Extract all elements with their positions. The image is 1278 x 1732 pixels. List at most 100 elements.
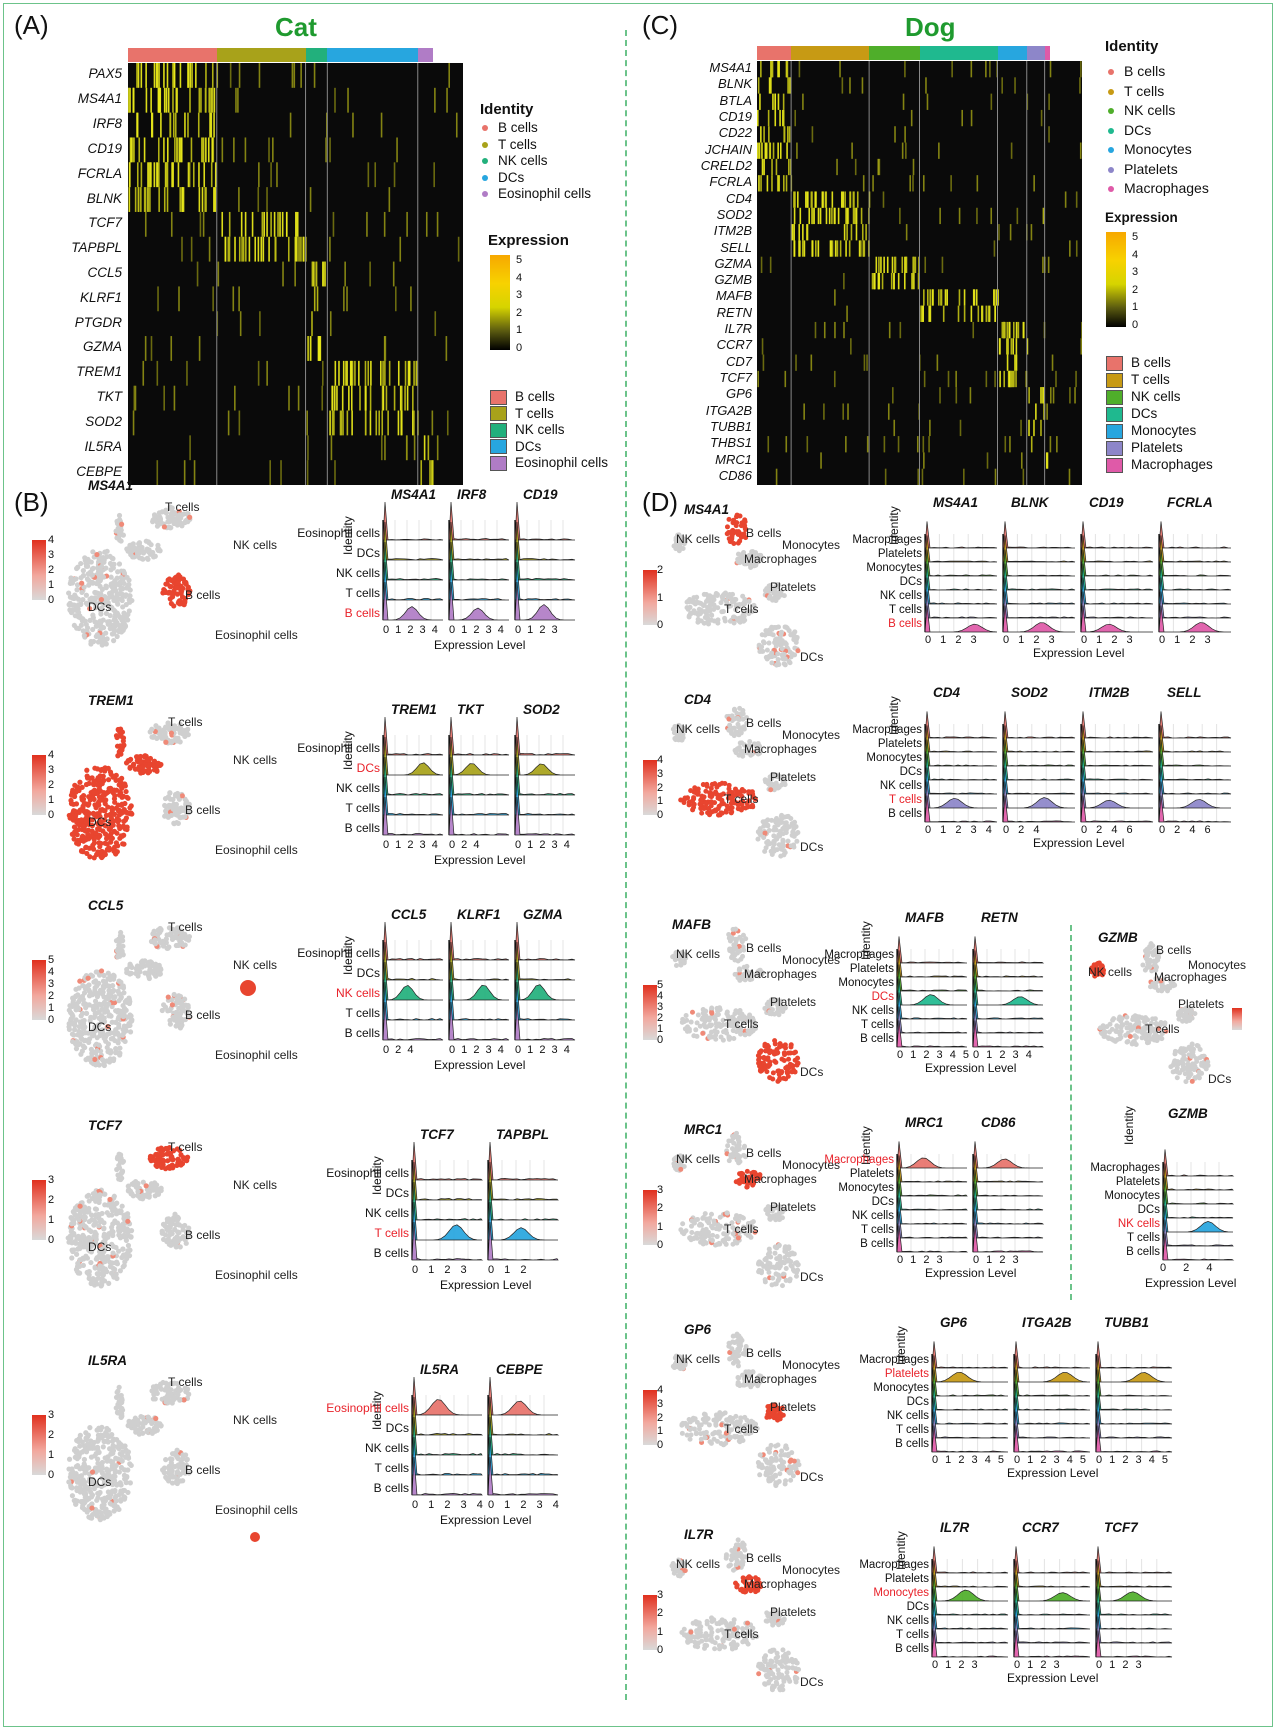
umap-cluster-label: B cells [185,1463,221,1477]
heatmap-cell [1040,109,1043,127]
umap-cell [84,1270,90,1276]
heatmap-cell [852,207,855,225]
umap-cell [733,602,739,608]
heatmap-cell [296,211,299,237]
umap-cell [725,805,731,811]
umap-cell [86,1235,92,1241]
umap-cell [781,779,787,785]
identity-legend-item: Eosinophil cells [482,186,591,201]
umap-cell [755,559,761,565]
umap-cell [95,639,102,645]
heatmap-cell [958,289,961,306]
umap-cell [139,764,145,771]
heatmap-cell [234,236,236,262]
umap-cell [184,1456,190,1462]
umap-cell [71,1220,77,1227]
umap-cell [103,565,109,571]
umap-cell [795,648,801,654]
identity-legend-item: Platelets [1106,440,1183,456]
heatmap-cell [837,207,840,225]
umap-cell [111,622,118,628]
ridge-density [448,1001,510,1041]
heatmap-cell [890,273,893,290]
heatmap-cell [329,137,331,163]
heatmap-cell [881,273,884,290]
heatmap-cell [348,385,350,411]
umap-cell [105,970,111,976]
umap-cell [678,724,684,730]
umap-cell [81,1506,88,1512]
identity-legend-item: B cells [482,120,538,135]
heatmap-cell [924,256,927,273]
umap-cell [176,1158,182,1164]
ridge-gene-title: TREM1 [391,702,437,717]
heatmap-cell [166,162,169,188]
umap-cell [77,807,83,813]
umap-cell [86,1198,92,1204]
umap-cell [784,825,790,831]
umap-cell [90,795,96,801]
umap-cell [786,658,792,664]
heatmap-cell [1047,256,1050,273]
umap-cell [126,1419,132,1425]
umap-cell [77,1443,83,1449]
heatmap-cell [905,224,908,241]
umap-cell [708,612,714,618]
umap-cell [726,727,732,733]
umap-cell [96,1464,103,1470]
heatmap-cell [145,87,148,113]
umap-cell [142,753,148,759]
umap-cell [109,584,115,590]
heatmap-cell [994,305,997,322]
legend-swatch [1106,372,1123,388]
heatmap-cell [385,385,388,411]
umap-cell [93,1206,100,1212]
heatmap-cell [393,162,396,188]
umap-cell [89,817,95,823]
umap-cell [176,993,182,999]
heatmap-cell [189,435,191,461]
heatmap-cell [817,240,820,257]
heatmap-cell [407,360,410,386]
heatmap-cell [788,77,791,94]
umap-cell [93,1231,99,1237]
heatmap-cell [128,87,130,113]
umap-cluster-label: Platelets [770,770,817,784]
umap-cell [140,1424,146,1430]
umap-cell [144,1429,150,1435]
heatmap-cell [209,87,211,113]
heatmap-cell [388,360,391,386]
heatmap-cell [836,158,838,176]
umap-cell [152,941,159,947]
umap-cell [724,524,730,530]
heatmap-cell [342,360,345,386]
heatmap-cell [138,137,141,163]
heatmap-cell [1001,77,1003,94]
umap-cell [104,1458,110,1464]
umap-cell [773,584,779,590]
umap-cell [102,851,108,858]
umap-cell [122,1038,128,1045]
ridge-density [1002,577,1076,605]
heatmap-cell [757,109,759,127]
heatmap-cell [205,187,207,212]
umap-cell [792,633,798,639]
heatmap-cell [196,261,199,287]
heatmap-cell [1022,321,1025,339]
umap-cell [688,788,694,794]
umap-cell [186,1470,192,1476]
umap-cell [98,568,104,574]
umap-cell [91,1217,97,1223]
gene-label-sod2: SOD2 [716,206,752,222]
umap-cell [691,595,697,601]
umap-cell [169,1456,175,1462]
umap-colorbar-tick: 1 [657,591,664,604]
umap-cell [76,1024,82,1030]
heatmap-cell [282,261,284,287]
umap-cell [178,1152,184,1158]
heatmap-cell [1009,370,1012,388]
umap-cell [96,1212,102,1219]
umap-cell [88,1259,94,1266]
ridge-density [411,1161,483,1201]
umap-cell [80,628,86,634]
